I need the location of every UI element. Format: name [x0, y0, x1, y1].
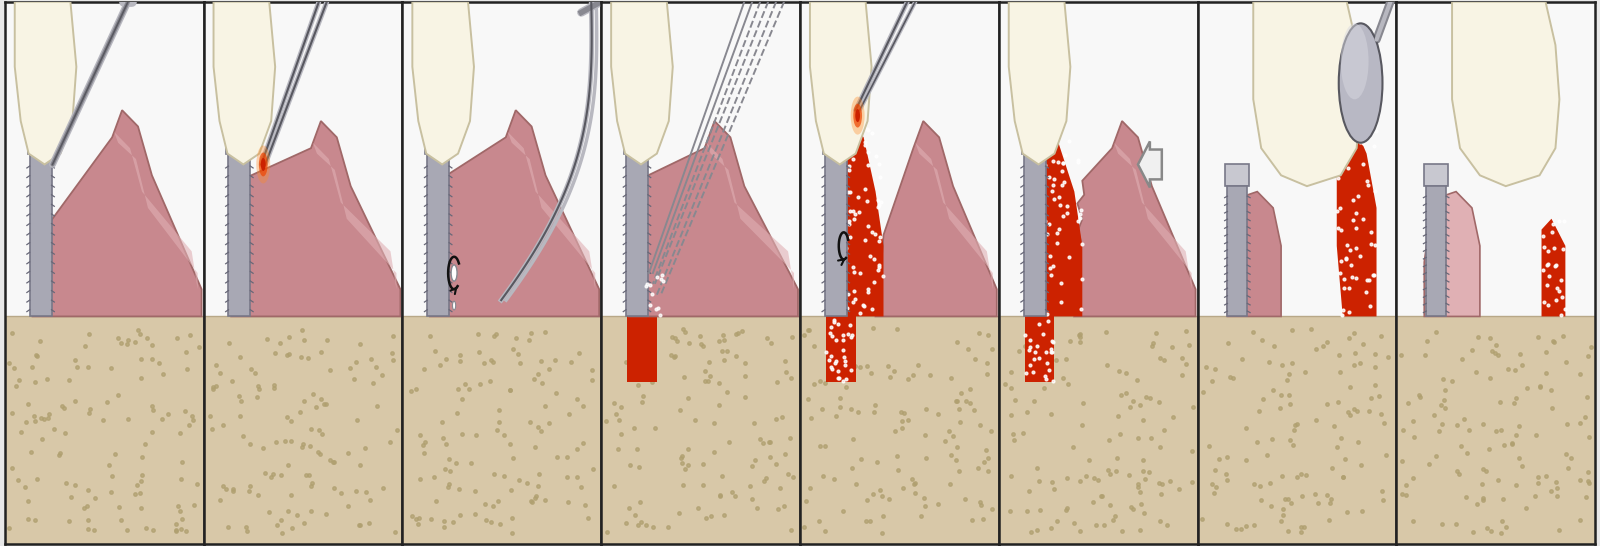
Polygon shape — [1453, 2, 1560, 186]
Polygon shape — [1114, 143, 1192, 289]
Polygon shape — [1397, 317, 1595, 544]
Polygon shape — [826, 121, 883, 317]
Polygon shape — [1336, 121, 1376, 317]
Polygon shape — [1197, 317, 1397, 544]
FancyBboxPatch shape — [1226, 164, 1250, 186]
FancyBboxPatch shape — [1424, 164, 1448, 186]
FancyBboxPatch shape — [624, 132, 650, 153]
FancyBboxPatch shape — [227, 132, 253, 153]
Polygon shape — [810, 2, 872, 164]
Circle shape — [856, 109, 861, 122]
FancyBboxPatch shape — [822, 132, 848, 153]
Polygon shape — [998, 317, 1197, 544]
Polygon shape — [14, 2, 77, 164]
Polygon shape — [403, 317, 602, 544]
Polygon shape — [114, 132, 198, 289]
Circle shape — [453, 301, 456, 310]
Polygon shape — [1008, 2, 1070, 164]
Polygon shape — [229, 121, 400, 317]
Polygon shape — [627, 317, 658, 382]
Polygon shape — [1227, 192, 1282, 317]
FancyBboxPatch shape — [229, 153, 250, 317]
Polygon shape — [875, 121, 997, 317]
Polygon shape — [707, 143, 794, 289]
Polygon shape — [611, 2, 672, 164]
Polygon shape — [314, 143, 397, 289]
FancyArrow shape — [1138, 141, 1162, 187]
Polygon shape — [213, 2, 275, 164]
Polygon shape — [1541, 219, 1565, 317]
Polygon shape — [915, 143, 994, 289]
Polygon shape — [1024, 132, 1082, 317]
Circle shape — [853, 104, 862, 128]
Circle shape — [261, 158, 266, 171]
Polygon shape — [1424, 192, 1480, 317]
Polygon shape — [826, 317, 856, 382]
Circle shape — [259, 152, 267, 176]
Circle shape — [1341, 23, 1368, 99]
FancyBboxPatch shape — [426, 132, 451, 153]
FancyBboxPatch shape — [27, 132, 53, 153]
FancyBboxPatch shape — [826, 153, 846, 317]
Polygon shape — [413, 2, 474, 164]
Polygon shape — [800, 317, 998, 544]
Polygon shape — [627, 121, 798, 317]
FancyBboxPatch shape — [30, 153, 51, 317]
Polygon shape — [32, 110, 202, 317]
FancyBboxPatch shape — [1426, 186, 1446, 317]
Circle shape — [451, 265, 458, 281]
FancyBboxPatch shape — [1022, 132, 1048, 153]
Circle shape — [1339, 23, 1382, 143]
Polygon shape — [429, 110, 600, 317]
Polygon shape — [1253, 2, 1360, 186]
Polygon shape — [5, 317, 203, 544]
Polygon shape — [507, 132, 595, 289]
FancyBboxPatch shape — [626, 153, 648, 317]
Polygon shape — [602, 317, 800, 544]
FancyBboxPatch shape — [1227, 186, 1248, 317]
FancyBboxPatch shape — [427, 153, 450, 317]
Circle shape — [851, 97, 864, 135]
Polygon shape — [203, 317, 403, 544]
Polygon shape — [1024, 317, 1054, 382]
FancyBboxPatch shape — [1024, 153, 1045, 317]
Circle shape — [256, 145, 270, 183]
Polygon shape — [1072, 121, 1195, 317]
